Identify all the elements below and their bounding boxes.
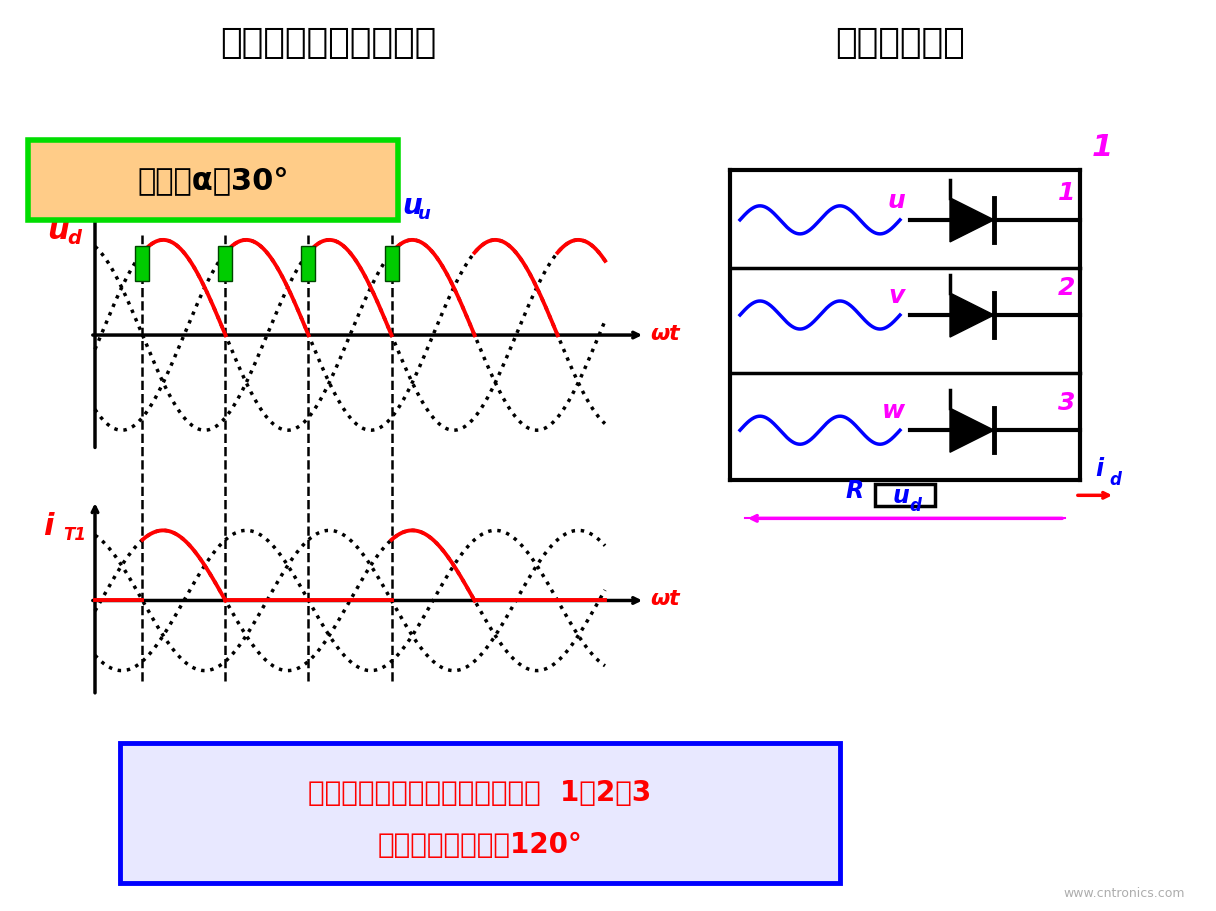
Text: i: i [1094,456,1103,481]
Text: v: v [889,283,905,308]
Text: ω: ω [651,323,669,343]
Bar [135,246,150,281]
Text: 电流处于连续与断续的临界点，  1、2、3: 电流处于连续与断续的临界点， 1、2、3 [309,778,652,806]
Text: u: u [893,484,910,507]
Text: d: d [1109,471,1121,489]
Text: 晶闸管导通角仍为120°: 晶闸管导通角仍为120° [377,830,582,858]
Text: www.cntronics.com: www.cntronics.com [1064,886,1186,899]
Text: 2: 2 [1058,276,1075,300]
Text: 纯电阻性负载: 纯电阻性负载 [835,26,964,60]
Text: d: d [910,496,921,515]
Text: i: i [43,511,54,540]
Text: w: w [882,399,905,423]
Bar [120,742,840,883]
Polygon shape [950,293,993,338]
Text: 3: 3 [1058,391,1075,415]
Bar [876,485,935,507]
Text: d: d [67,230,81,248]
Text: u: u [320,191,339,220]
Text: v: v [252,205,264,222]
Bar [28,140,398,220]
Text: 1: 1 [1092,133,1114,161]
Text: u: u [402,191,422,220]
Text: T1: T1 [63,526,86,544]
Polygon shape [950,199,993,242]
Text: u: u [153,191,173,220]
Bar [302,246,315,281]
Text: t: t [668,589,679,609]
Text: 三相半波可控整流电路: 三相半波可控整流电路 [220,26,437,60]
Polygon shape [950,409,993,453]
Text: u: u [47,216,69,245]
Text: t: t [668,323,679,343]
Text: w: w [336,205,351,222]
Text: ω: ω [651,589,669,609]
Text: u: u [169,205,182,222]
Text: u: u [888,189,905,212]
Bar [219,246,232,281]
Text: u: u [418,205,432,222]
Text: R: R [845,479,863,503]
Text: u: u [236,191,257,220]
Text: 控制角α＝30°: 控制角α＝30° [137,166,288,195]
Text: 1: 1 [1058,180,1075,205]
Bar [384,246,399,281]
